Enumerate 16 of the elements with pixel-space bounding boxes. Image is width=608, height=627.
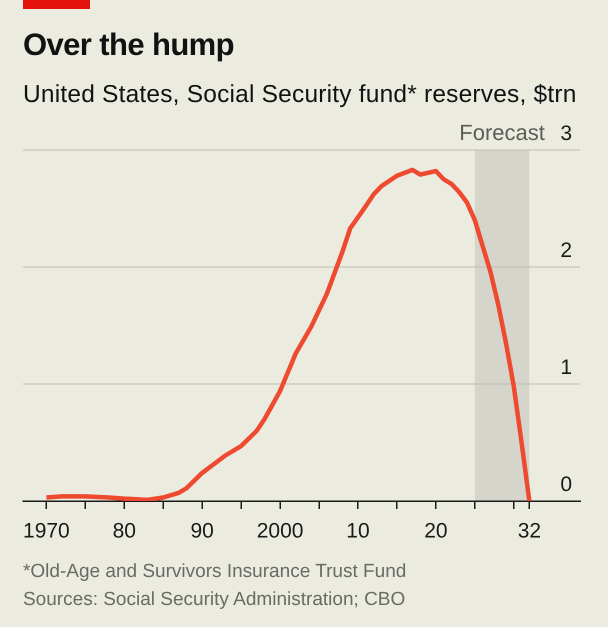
text: *Old-Age and Survivors Insurance Trust Fund (23, 560, 406, 584)
chart-subtitle: United States, Social Security fund* reserves, $trn (23, 81, 577, 109)
band-label: Forecast (459, 120, 545, 146)
x-tick-label: 10 (346, 519, 370, 542)
y-tick-label: 0 (560, 472, 572, 496)
x-tick-label: 32 (518, 519, 542, 542)
y-tick-label: 1 (560, 356, 572, 379)
x-tick-label: 1970 (23, 519, 70, 542)
source-note: Sources: Social Security Administration; CBO (23, 588, 406, 612)
y-tick-label: 2 (560, 238, 572, 262)
y-tick-label: 3 (560, 122, 572, 145)
chart-title: Over the hump (23, 27, 234, 63)
x-tick-label: 90 (190, 519, 214, 542)
x-tick-label: 2000 (256, 519, 304, 542)
x-tick-label: 20 (424, 519, 448, 542)
x-tick-label: 80 (112, 519, 136, 542)
